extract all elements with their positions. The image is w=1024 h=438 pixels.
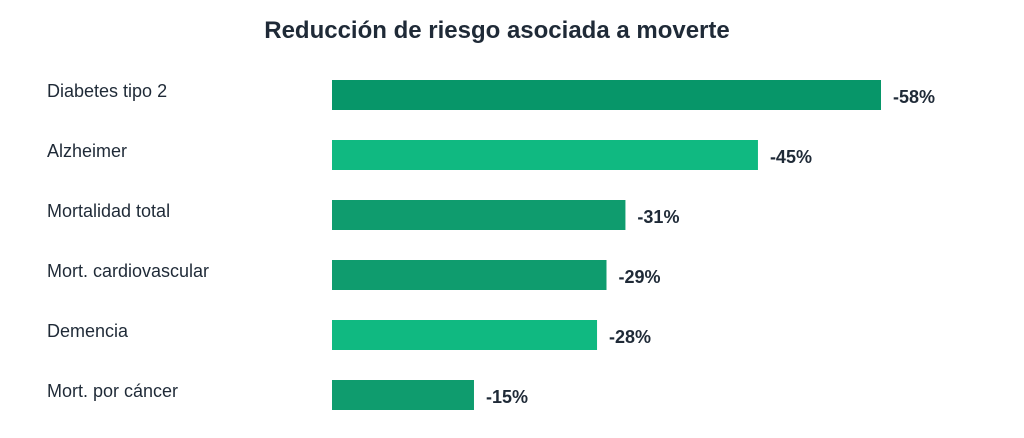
bar: [332, 200, 626, 230]
value-label: -31%: [637, 207, 679, 227]
category-label: Alzheimer: [47, 141, 127, 161]
value-label: -29%: [619, 267, 661, 287]
bar: [332, 320, 598, 350]
category-label: Mort. cardiovascular: [47, 261, 209, 281]
bar: [332, 140, 758, 170]
bar: [332, 80, 881, 110]
bar: [332, 380, 474, 410]
category-label: Demencia: [47, 321, 129, 341]
chart-title: Reducción de riesgo asociada a moverte: [264, 17, 730, 44]
value-label: -58%: [893, 87, 935, 107]
value-label: -15%: [486, 387, 528, 407]
category-label: Mortalidad total: [47, 201, 170, 221]
category-label: Mort. por cáncer: [47, 381, 178, 401]
category-label: Diabetes tipo 2: [47, 81, 167, 101]
value-label: -45%: [770, 147, 812, 167]
value-label: -28%: [609, 327, 651, 347]
bars-group: Diabetes tipo 2 -58% Alzheimer -45% Mortalid…: [47, 80, 935, 410]
bar: [332, 260, 607, 290]
